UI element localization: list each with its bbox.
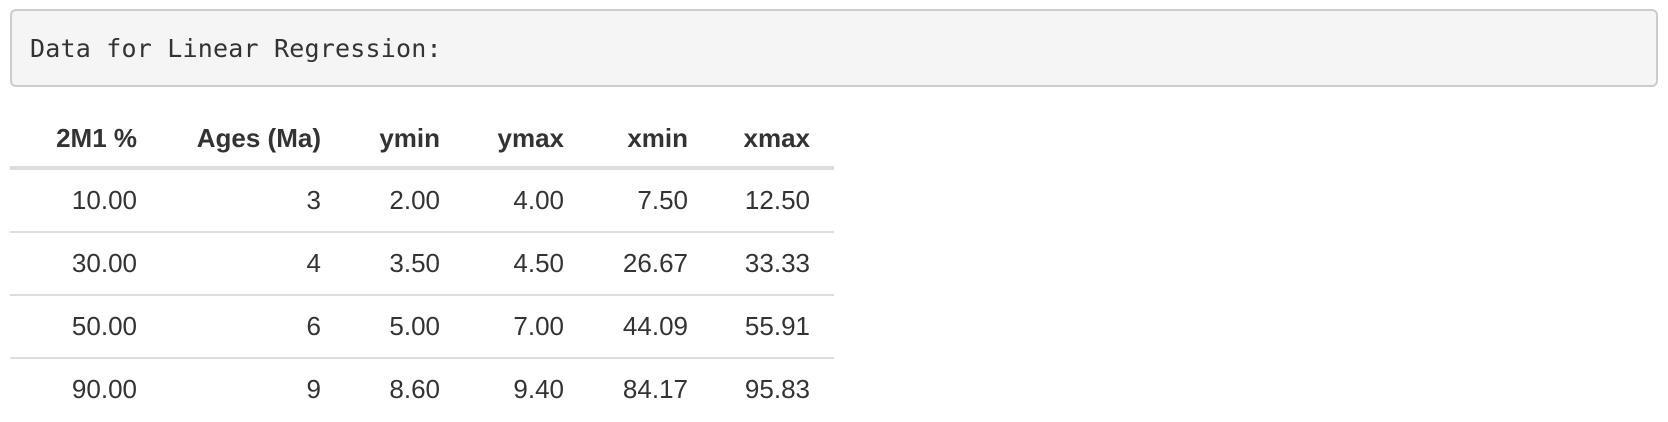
table-row: 50.00 6 5.00 7.00 44.09 55.91 — [10, 295, 834, 359]
table-cell: 4 — [161, 232, 345, 296]
column-header-ymax: ymax — [464, 110, 588, 170]
table-cell: 50.00 — [10, 295, 161, 359]
table-cell: 8.60 — [389, 374, 440, 404]
table-row: 30.00 4 3.50 4.50 26.67 33.33 — [10, 232, 834, 296]
code-output-text: Data for Linear Regression: — [30, 33, 442, 63]
table-row: 10.00 3 2.00 4.00 7.50 12.50 — [10, 168, 834, 233]
column-header-xmax: xmax — [712, 110, 834, 170]
table-cell: 7.50 — [588, 168, 712, 233]
column-header-xmin: xmin — [588, 110, 712, 170]
table-cell: 7.00 — [464, 295, 588, 359]
table-cell: 6 — [161, 295, 345, 359]
table-cell: 3.50 — [345, 232, 464, 296]
table-row: 90.00 9 8.60 9.40 84.17 95.83 — [10, 358, 834, 420]
table-cell: 3 — [161, 168, 345, 233]
table-cell: 4.50 — [464, 232, 588, 296]
column-header-ages: Ages (Ma) — [161, 110, 345, 170]
column-header-2m1-percent: 2M1 % — [10, 110, 161, 170]
table-cell: 33.33 — [712, 232, 834, 296]
table-cell: 90.00 — [71, 374, 137, 404]
table-cell: 26.67 — [588, 232, 712, 296]
table-cell: 4.00 — [464, 168, 588, 233]
table-cell: 44.09 — [588, 295, 712, 359]
table-cell: 95.83 — [744, 374, 810, 404]
table-cell: 9.40 — [513, 374, 564, 404]
table-cell: 55.91 — [712, 295, 834, 359]
table-cell: 12.50 — [712, 168, 834, 233]
table-header-row: 2M1 % Ages (Ma) ymin ymax xmin xmax — [10, 110, 834, 170]
table-cell: 30.00 — [10, 232, 161, 296]
table-cell: 2.00 — [345, 168, 464, 233]
table-cell: 5.00 — [345, 295, 464, 359]
table-cell: 84.17 — [622, 374, 688, 404]
code-output-block: Data for Linear Regression: — [10, 9, 1658, 87]
table-cell: 10.00 — [10, 168, 161, 233]
table-cell: 9 — [306, 374, 321, 404]
column-header-ymin: ymin — [345, 110, 464, 170]
regression-data-table: 2M1 % Ages (Ma) ymin ymax xmin xmax 10.0… — [10, 110, 834, 420]
